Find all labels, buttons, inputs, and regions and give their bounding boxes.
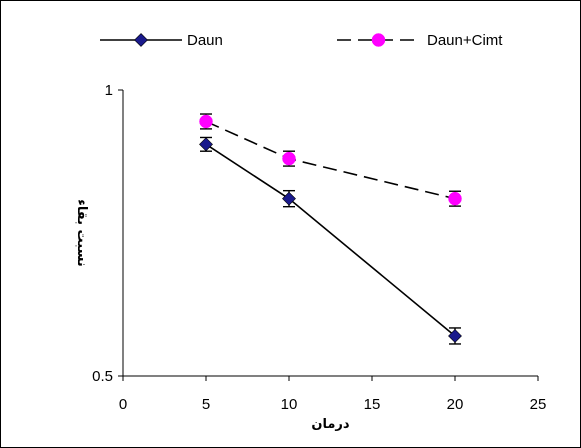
series-daun	[199, 136, 462, 345]
y-ticks: 0.51	[92, 82, 123, 385]
legend: Daun Daun+Cimt	[100, 32, 503, 49]
series-daun-cimt	[199, 113, 462, 207]
legend-daun: Daun	[100, 32, 223, 49]
legend-daun-cimt: Daun+Cimt	[337, 32, 503, 49]
legend-daun-cimt-label: Daun+Cimt	[427, 32, 503, 49]
x-tick-label: 25	[530, 396, 547, 413]
series-daun-marker	[448, 329, 462, 343]
series-daun-cimt-line	[205, 120, 456, 200]
legend-daun-marker	[134, 33, 148, 47]
legend-daun-cimt-marker	[371, 33, 386, 47]
y-tick-label: 0.5	[92, 368, 113, 385]
series-daun-cimt-marker	[448, 191, 462, 206]
x-tick-label: 20	[447, 396, 464, 413]
x-axis-label: درمان	[311, 417, 350, 432]
series-daun-marker	[282, 191, 296, 206]
legend-daun-label: Daun	[187, 32, 223, 49]
axes	[122, 90, 538, 377]
y-axis-label: نسبت بقاء	[74, 199, 89, 266]
series-daun-cimt-marker	[282, 151, 296, 166]
x-ticks: 0 5 10 15 20 25	[119, 376, 547, 413]
y-tick-label: 1	[105, 82, 113, 99]
x-tick-label: 5	[202, 396, 210, 413]
series-daun-cimt-marker	[199, 114, 213, 129]
x-tick-label: 15	[364, 396, 381, 413]
x-tick-label: 0	[119, 396, 127, 413]
series-daun-line	[205, 143, 456, 337]
series-layer	[199, 113, 462, 345]
series-daun-marker	[199, 137, 213, 152]
x-tick-label: 10	[281, 396, 298, 413]
